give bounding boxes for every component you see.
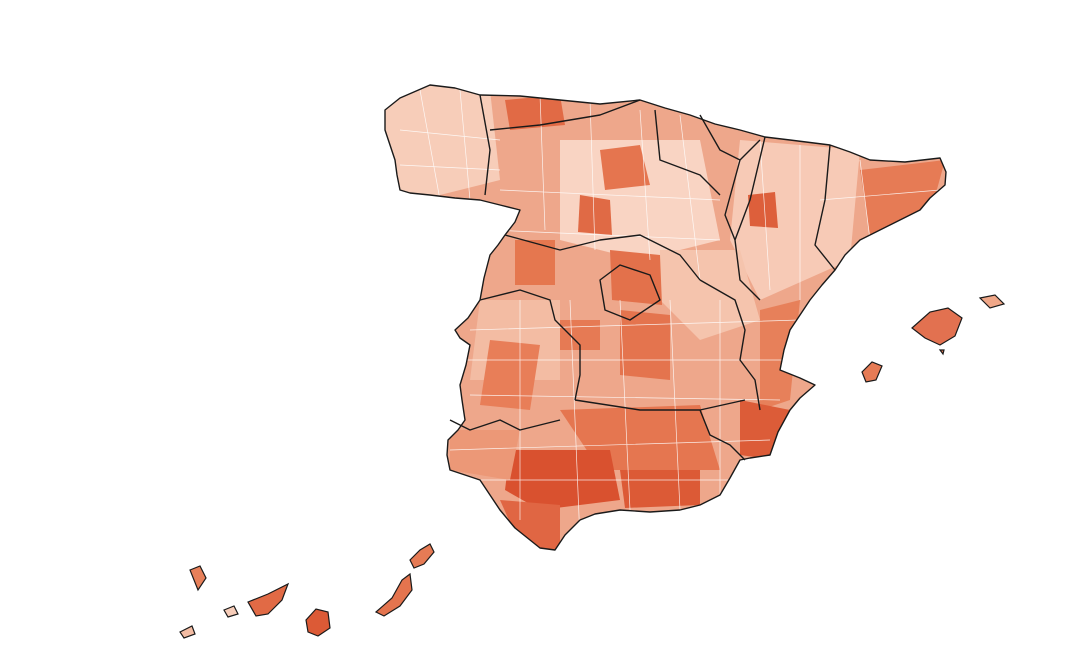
island <box>223 605 239 618</box>
district-border <box>399 89 941 541</box>
island <box>861 361 883 383</box>
island <box>374 572 413 617</box>
district <box>385 85 500 200</box>
district <box>610 250 662 305</box>
coastline <box>384 84 947 551</box>
district <box>600 145 650 190</box>
canary-islands <box>179 543 435 639</box>
district <box>500 500 560 550</box>
district <box>620 310 670 380</box>
island <box>189 565 207 592</box>
island <box>911 307 963 346</box>
island <box>179 625 196 639</box>
district <box>620 470 700 508</box>
districts <box>385 85 945 550</box>
island <box>305 608 331 637</box>
district <box>660 250 760 340</box>
region-border <box>449 94 836 461</box>
district <box>560 320 600 350</box>
island <box>409 543 435 569</box>
district <box>515 240 555 285</box>
mainland <box>384 84 947 551</box>
district-borders <box>399 89 941 541</box>
district <box>450 430 520 480</box>
district <box>760 300 800 410</box>
district <box>505 95 565 130</box>
island <box>247 582 290 617</box>
balearic-islands <box>861 294 1006 383</box>
district <box>748 192 778 228</box>
district <box>578 195 612 235</box>
district <box>730 140 860 300</box>
district <box>480 340 540 410</box>
district <box>860 160 945 235</box>
island <box>938 349 945 356</box>
district <box>740 400 790 460</box>
island <box>978 294 1006 309</box>
